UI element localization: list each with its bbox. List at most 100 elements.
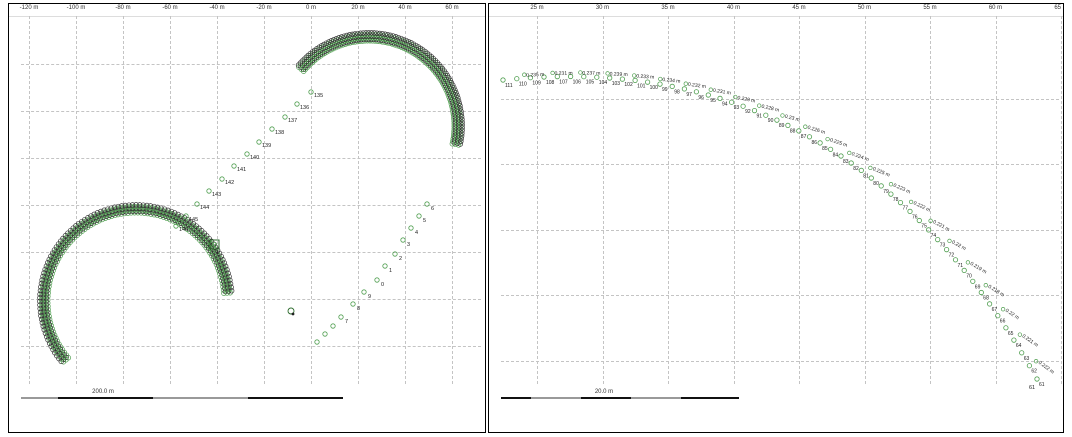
track-point[interactable] bbox=[925, 227, 932, 233]
waypoint-marker[interactable] bbox=[408, 225, 414, 231]
waypoint-marker[interactable] bbox=[256, 139, 262, 145]
track-point[interactable] bbox=[607, 75, 613, 81]
track-point[interactable] bbox=[763, 112, 769, 118]
track-point[interactable] bbox=[858, 167, 864, 173]
offset-value-label: 0.239 m bbox=[610, 71, 628, 78]
track-point[interactable] bbox=[907, 208, 913, 214]
track-point[interactable] bbox=[916, 217, 922, 224]
track-point[interactable] bbox=[594, 74, 600, 80]
track-point[interactable] bbox=[796, 128, 802, 134]
track-point[interactable] bbox=[1026, 363, 1033, 369]
waypoint-marker[interactable] bbox=[382, 263, 388, 269]
waypoint-marker[interactable] bbox=[219, 176, 225, 182]
track-point[interactable] bbox=[541, 74, 547, 80]
waypoint-marker[interactable] bbox=[269, 126, 275, 132]
track-point bbox=[42, 303, 48, 310]
track-point[interactable] bbox=[785, 122, 791, 129]
offset-value-label: 0.232 m bbox=[688, 82, 707, 90]
waypoint-marker[interactable] bbox=[322, 331, 328, 337]
track-point[interactable] bbox=[681, 86, 687, 92]
point-id-label: 102 bbox=[624, 82, 633, 88]
track-point[interactable] bbox=[995, 313, 1001, 319]
waypoint-label: 146 bbox=[179, 227, 188, 233]
waypoint-marker[interactable] bbox=[194, 201, 200, 207]
track-point[interactable] bbox=[848, 160, 854, 166]
track-point[interactable] bbox=[943, 247, 950, 253]
track-point[interactable] bbox=[729, 99, 735, 105]
track-point[interactable] bbox=[986, 301, 993, 307]
track-point[interactable] bbox=[978, 289, 984, 296]
track-point[interactable] bbox=[1011, 337, 1017, 343]
track-point[interactable] bbox=[500, 77, 506, 83]
track-point[interactable] bbox=[632, 77, 638, 84]
waypoint-marker[interactable] bbox=[244, 151, 250, 157]
track-point[interactable] bbox=[751, 108, 758, 114]
waypoint-marker[interactable] bbox=[374, 277, 380, 283]
waypoint-marker[interactable] bbox=[424, 201, 430, 207]
track-point bbox=[458, 135, 464, 142]
track-point bbox=[40, 273, 46, 280]
track-point[interactable] bbox=[878, 183, 884, 189]
waypoint-marker[interactable] bbox=[314, 339, 320, 345]
offset-value-label: 0.22 m bbox=[1004, 308, 1020, 321]
track-point[interactable] bbox=[888, 191, 894, 197]
track-point[interactable] bbox=[935, 237, 941, 243]
track-point[interactable] bbox=[705, 92, 711, 98]
waypoint-marker[interactable] bbox=[206, 188, 212, 194]
track-point[interactable] bbox=[568, 73, 574, 80]
right-grid-vline bbox=[1061, 16, 1062, 384]
track-point[interactable] bbox=[868, 175, 874, 181]
left-x-tick: -100 m bbox=[66, 5, 86, 11]
track-point[interactable] bbox=[554, 74, 560, 80]
track-point[interactable] bbox=[717, 95, 723, 102]
target-marker[interactable] bbox=[287, 307, 295, 315]
track-point[interactable] bbox=[806, 134, 813, 140]
waypoint-marker[interactable] bbox=[294, 101, 300, 107]
waypoint-marker[interactable] bbox=[231, 163, 237, 169]
track-point[interactable] bbox=[657, 81, 663, 87]
track-point[interactable] bbox=[514, 76, 520, 82]
waypoint-label: 9 bbox=[368, 294, 371, 300]
waypoint-marker[interactable] bbox=[350, 301, 356, 307]
waypoint-label: 1 bbox=[389, 268, 392, 274]
track-point bbox=[37, 291, 43, 297]
waypoint-marker[interactable] bbox=[338, 314, 344, 320]
waypoint-marker[interactable] bbox=[400, 237, 406, 243]
track-point[interactable] bbox=[952, 257, 959, 263]
waypoint-marker[interactable] bbox=[282, 114, 288, 120]
track-point[interactable] bbox=[669, 83, 675, 90]
track-point[interactable] bbox=[961, 267, 967, 273]
track-point bbox=[459, 133, 465, 139]
waypoint-marker[interactable] bbox=[416, 213, 422, 219]
track-point[interactable] bbox=[581, 74, 587, 80]
track-point bbox=[131, 210, 138, 216]
track-point[interactable] bbox=[817, 140, 823, 146]
track-point[interactable] bbox=[1003, 325, 1009, 331]
track-point[interactable] bbox=[1034, 376, 1040, 382]
right-track-plot[interactable]: 111 110 109 108 107 106 105 104 103 102 101 100 99 98… bbox=[489, 4, 1064, 433]
left-map-panel[interactable]: -120 m -100 m -80 m -60 m -40 m -20 m 0 m 20 m 4… bbox=[8, 3, 486, 433]
track-point[interactable] bbox=[774, 117, 780, 123]
track-point[interactable] bbox=[1019, 350, 1025, 356]
track-point[interactable] bbox=[897, 200, 904, 206]
track-point[interactable] bbox=[970, 278, 976, 284]
right-map-panel[interactable]: 25 m 30 m 35 m 40 m 45 m 50 m 55 m 60 m 65 m 111… bbox=[488, 3, 1064, 433]
track-point[interactable] bbox=[645, 79, 651, 85]
track-point[interactable] bbox=[527, 75, 534, 81]
track-point[interactable] bbox=[693, 89, 699, 95]
left-grid-hline bbox=[21, 158, 481, 159]
waypoint-marker[interactable] bbox=[183, 213, 189, 219]
track-point[interactable] bbox=[827, 146, 834, 152]
track-point[interactable] bbox=[619, 76, 625, 82]
waypoint-marker[interactable] bbox=[392, 251, 398, 257]
track-point[interactable] bbox=[740, 103, 746, 109]
waypoint-marker[interactable] bbox=[308, 89, 314, 95]
selected-square-marker[interactable] bbox=[209, 239, 220, 250]
track-point bbox=[868, 165, 873, 171]
track-point[interactable] bbox=[838, 153, 844, 159]
waypoint-marker[interactable] bbox=[173, 223, 179, 229]
waypoint-marker[interactable] bbox=[330, 323, 336, 329]
waypoint-marker[interactable] bbox=[361, 289, 367, 295]
track-point bbox=[141, 210, 148, 216]
